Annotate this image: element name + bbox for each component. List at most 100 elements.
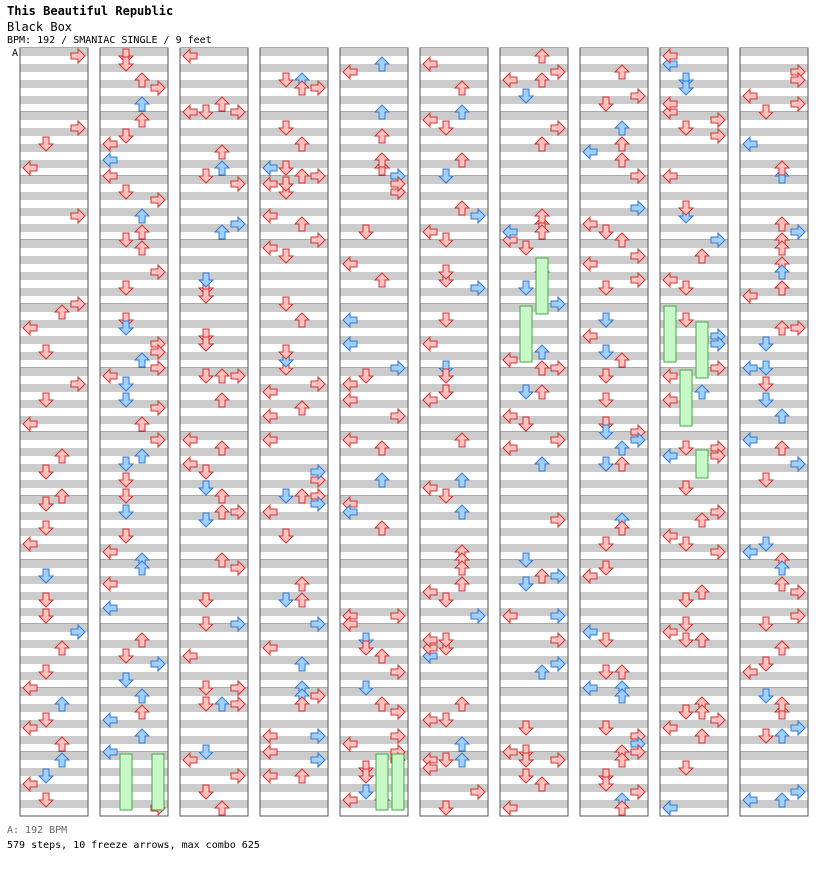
measure [179, 495, 249, 561]
measure [339, 623, 409, 689]
step-arrow-left [422, 631, 438, 649]
step-arrow-up [213, 144, 231, 160]
step-arrow-up [533, 48, 551, 64]
step-arrow-down [437, 488, 455, 504]
step-arrow-up [453, 504, 471, 520]
step-arrow-left [422, 55, 438, 73]
step-arrow-right [150, 655, 166, 673]
step-arrow-down [197, 512, 215, 528]
step-arrow-up [53, 736, 71, 752]
step-arrow-left [262, 639, 278, 657]
step-arrow-right [150, 191, 166, 209]
step-arrow-down [677, 312, 695, 328]
step-arrow-left [102, 367, 118, 385]
step-arrow-left [342, 503, 358, 521]
step-arrow-down [597, 560, 615, 576]
measure [99, 239, 169, 305]
step-arrow-left [502, 223, 518, 241]
measure [579, 303, 649, 369]
step-arrow-down [677, 200, 695, 216]
step-arrow-right [150, 399, 166, 417]
step-arrow-down [117, 392, 135, 408]
step-arrow-down [437, 168, 455, 184]
step-arrow-down [597, 536, 615, 552]
step-arrow-right [70, 207, 86, 225]
step-arrow-down [357, 640, 375, 656]
step-arrow-left [502, 799, 518, 817]
step-arrow-up [133, 448, 151, 464]
step-arrow-down [677, 536, 695, 552]
step-arrow-right [310, 463, 326, 481]
step-arrow-up [53, 488, 71, 504]
step-arrow-left [102, 599, 118, 617]
step-arrow-right [150, 343, 166, 361]
step-arrow-left [422, 711, 438, 729]
chart-column [739, 47, 809, 817]
step-arrow-left [662, 95, 678, 113]
step-arrow-down [757, 336, 775, 352]
step-arrow-down [757, 536, 775, 552]
step-arrow-up [213, 224, 231, 240]
measure [739, 751, 809, 817]
step-arrow-left [22, 415, 38, 433]
step-arrow-left [422, 335, 438, 353]
step-arrow-up [213, 488, 231, 504]
step-arrow-up [773, 640, 791, 656]
step-arrow-left [262, 159, 278, 177]
measure [499, 687, 569, 753]
step-arrow-down [437, 592, 455, 608]
step-arrow-right [630, 199, 646, 217]
step-arrow-up [133, 560, 151, 576]
freeze-arrow [695, 321, 709, 379]
step-arrow-left [342, 431, 358, 449]
step-arrow-right [310, 375, 326, 393]
step-arrow-down [117, 672, 135, 688]
chart-column [259, 47, 329, 817]
step-arrow-down [597, 424, 615, 440]
step-arrow-up [373, 272, 391, 288]
step-arrow-up [773, 240, 791, 256]
step-arrow-left [422, 391, 438, 409]
step-arrow-down [357, 224, 375, 240]
step-arrow-down [117, 320, 135, 336]
step-arrow-right [150, 79, 166, 97]
step-arrow-right [550, 359, 566, 377]
step-arrow-left [502, 71, 518, 89]
step-arrow-left [742, 663, 758, 681]
step-arrow-down [437, 120, 455, 136]
step-arrow-down [277, 176, 295, 192]
step-arrow-right [310, 495, 326, 513]
measure [19, 559, 89, 625]
step-arrow-up [693, 248, 711, 264]
step-arrow-down [597, 344, 615, 360]
chart-column [99, 47, 169, 817]
measure [179, 239, 249, 305]
step-arrow-left [342, 255, 358, 273]
step-arrow-down [597, 368, 615, 384]
measure [419, 751, 489, 817]
step-arrow-down [197, 592, 215, 608]
step-arrow-right [550, 511, 566, 529]
step-arrow-up [133, 704, 151, 720]
step-arrow-up [613, 456, 631, 472]
step-arrow-right [790, 319, 806, 337]
measure [419, 367, 489, 433]
step-arrow-left [662, 391, 678, 409]
step-arrow-right [310, 79, 326, 97]
step-arrow-up [213, 800, 231, 816]
step-arrow-right [550, 631, 566, 649]
step-arrow-down [597, 456, 615, 472]
step-arrow-right [70, 623, 86, 641]
step-arrow-up [613, 64, 631, 80]
step-arrow-up [773, 792, 791, 808]
step-arrow-up [293, 400, 311, 416]
step-arrow-up [453, 104, 471, 120]
step-arrow-right [390, 175, 406, 193]
step-arrow-up [613, 440, 631, 456]
measure [579, 111, 649, 177]
step-arrow-right [70, 119, 86, 137]
song-title: This Beautiful Republic [7, 4, 174, 18]
step-arrow-down [517, 240, 535, 256]
step-arrow-up [613, 152, 631, 168]
step-arrow-left [742, 359, 758, 377]
